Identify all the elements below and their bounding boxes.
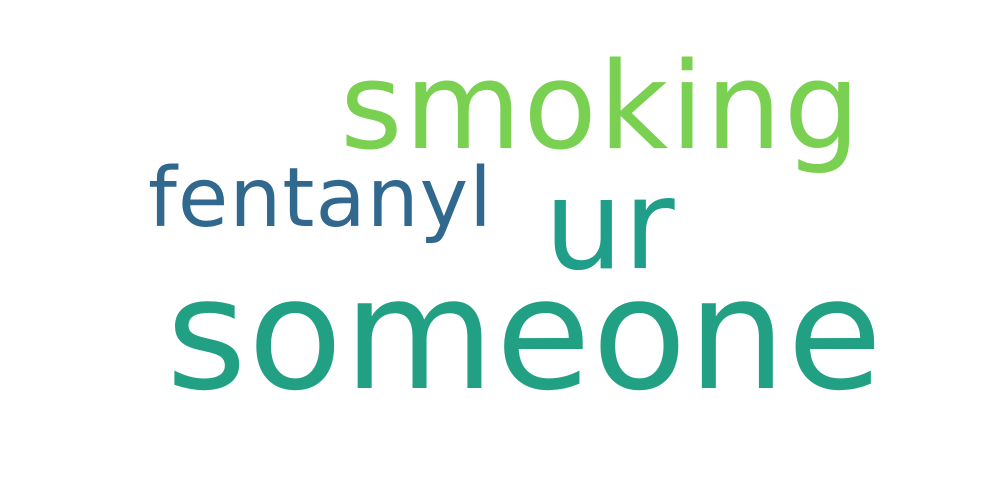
- word-fentanyl: fentanyl: [148, 151, 493, 246]
- word-ur: ur: [544, 153, 675, 298]
- word-smoking: smoking: [340, 38, 862, 177]
- word-someone: someone: [166, 244, 884, 425]
